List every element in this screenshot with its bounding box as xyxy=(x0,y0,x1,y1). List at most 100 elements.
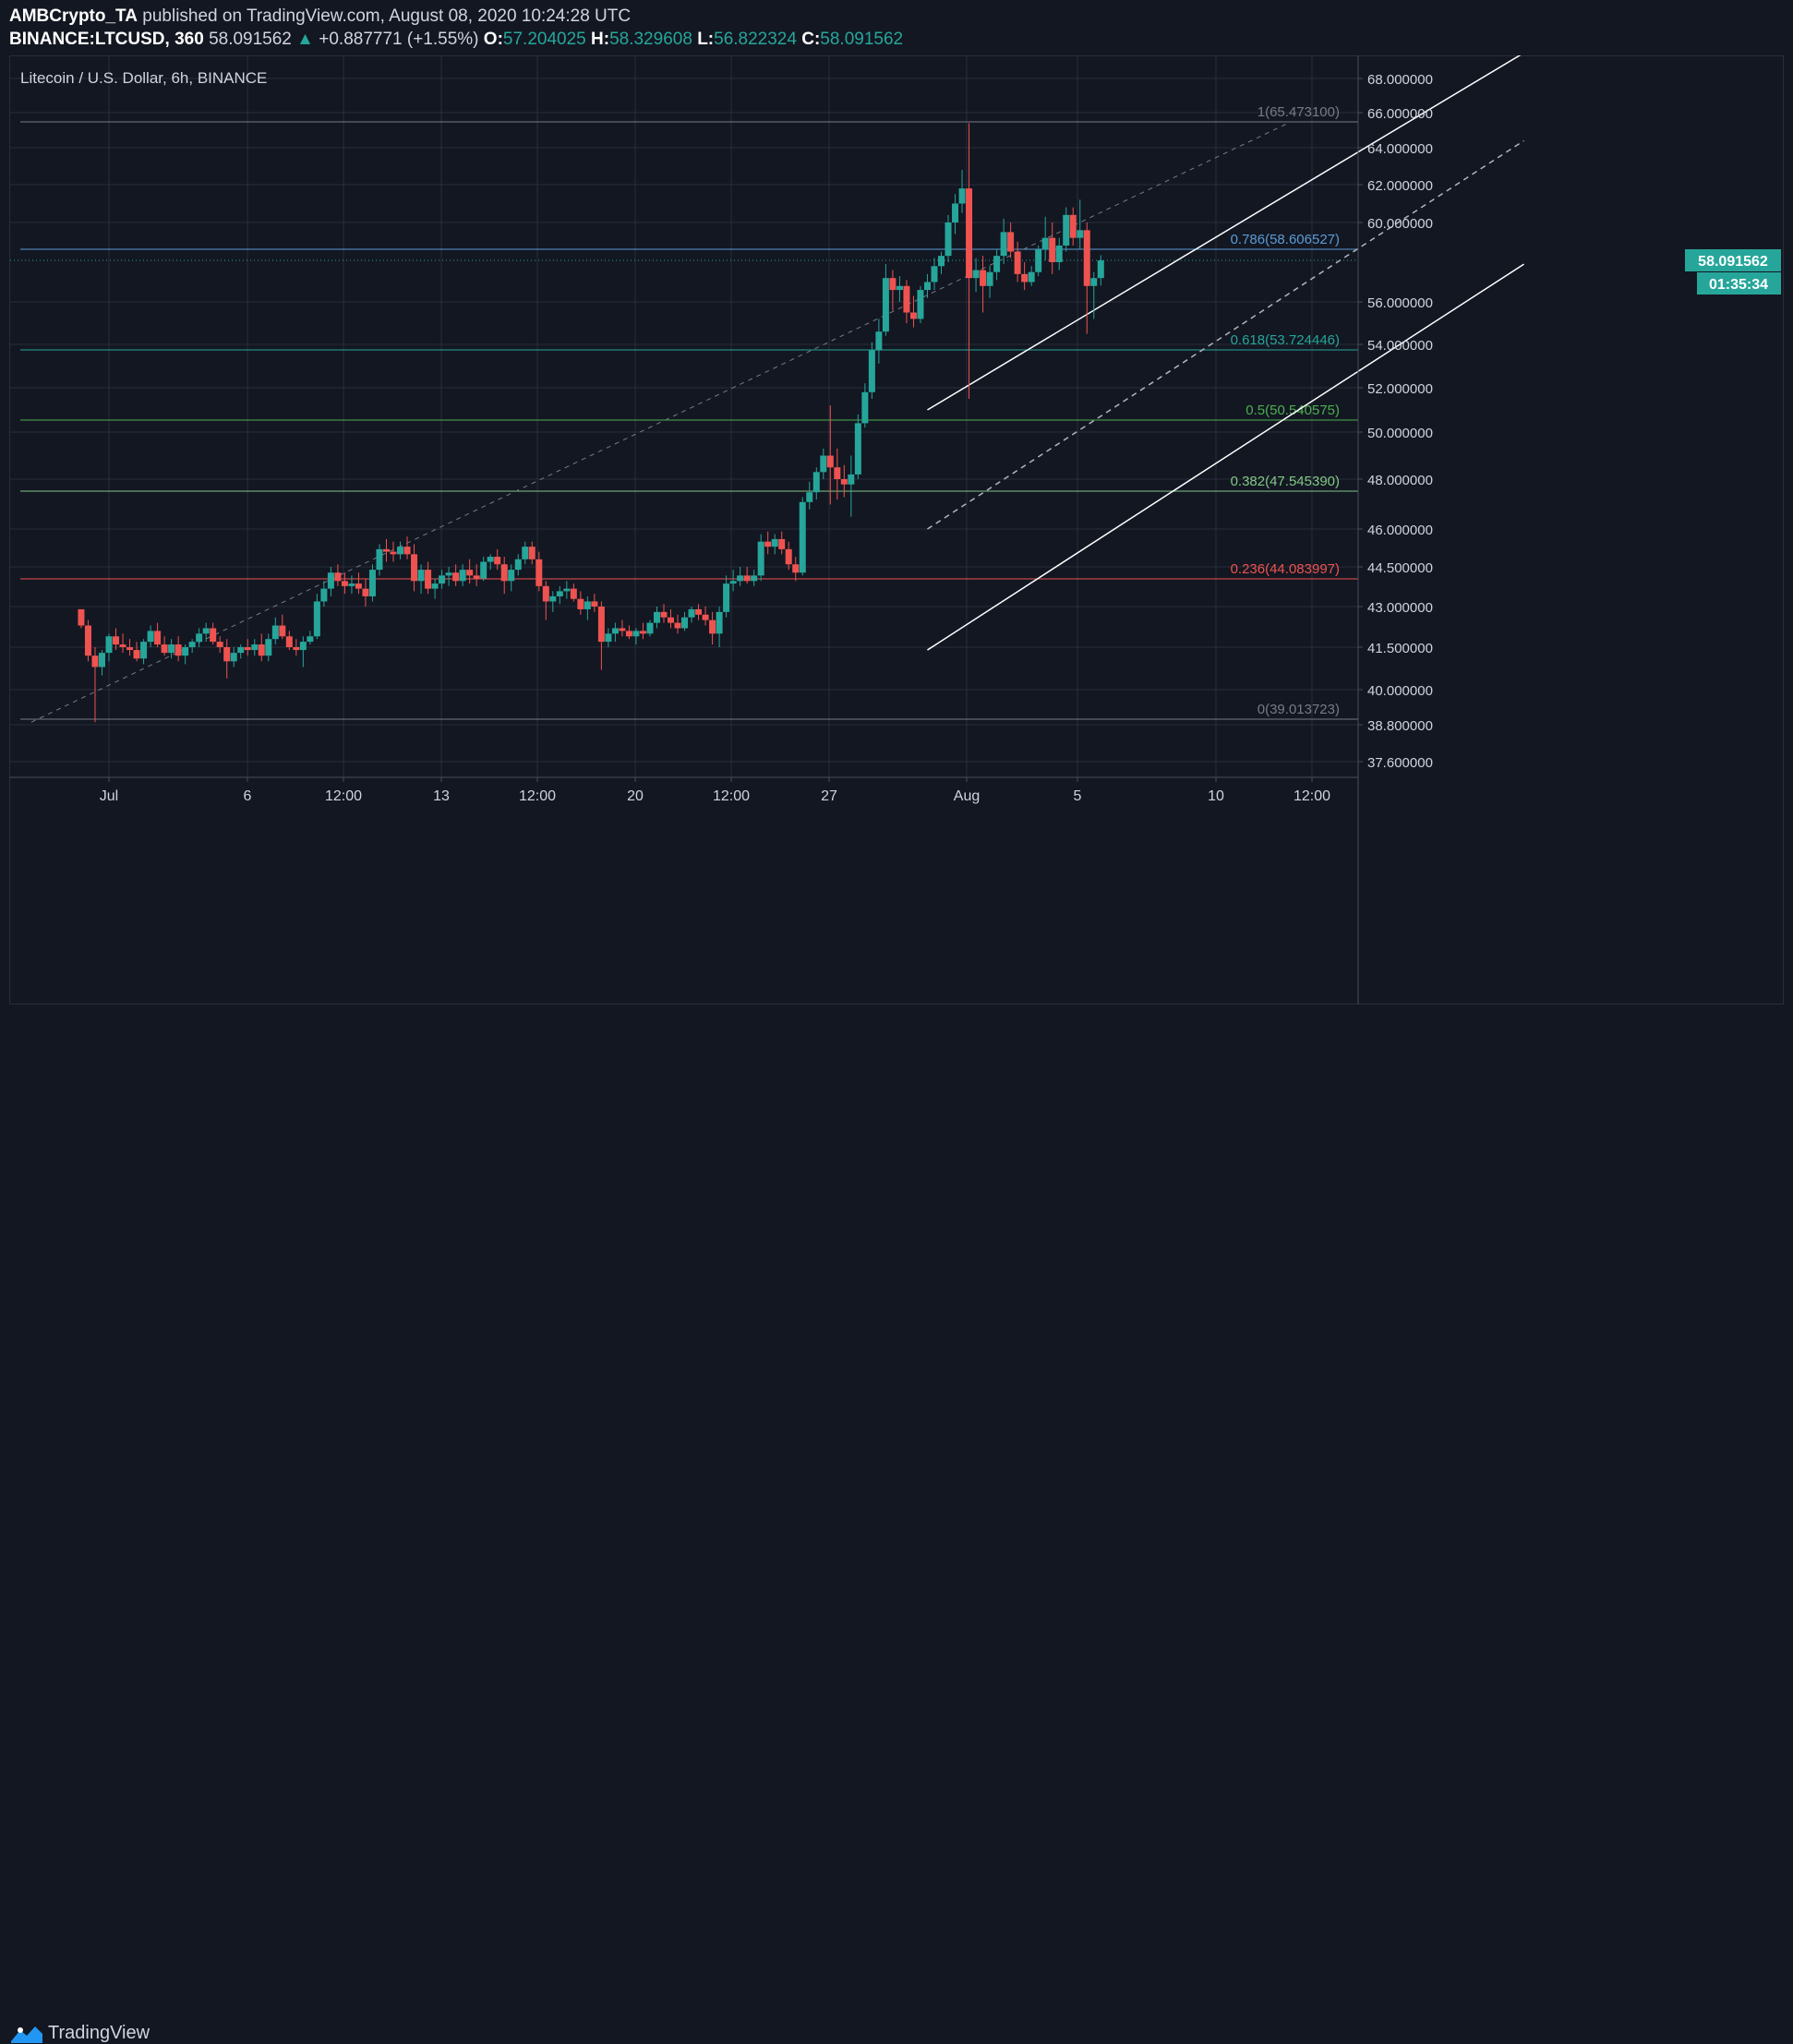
fib-retracement[interactable]: 1(65.473100) 0.786(58.606527) 0.618(53.724… xyxy=(10,104,1358,720)
candle xyxy=(1007,222,1015,259)
candle xyxy=(840,464,848,498)
candle-body xyxy=(688,608,695,618)
candle xyxy=(126,639,134,656)
parallel-channel[interactable] xyxy=(30,52,1524,723)
candle xyxy=(1028,266,1035,286)
candle-body xyxy=(806,492,813,502)
candle xyxy=(133,642,140,662)
candle-body xyxy=(341,581,348,586)
candle xyxy=(265,633,272,662)
candle xyxy=(688,607,695,623)
footer: TradingView xyxy=(0,1004,1793,2043)
candle xyxy=(556,585,563,605)
candle-body xyxy=(945,222,952,257)
time-tick-label: 12:00 xyxy=(519,788,556,804)
candle-body xyxy=(425,570,432,589)
candle-body xyxy=(834,467,841,479)
candle-body xyxy=(896,285,903,291)
candle xyxy=(508,564,515,592)
candle xyxy=(279,614,286,640)
candle-body xyxy=(909,312,917,319)
candle xyxy=(293,639,300,656)
price-tick-label: 46.000000 xyxy=(1367,523,1433,538)
channel-lower-line[interactable] xyxy=(927,263,1524,651)
publish-header: AMBCrypto_TA published on TradingView.co… xyxy=(0,0,1793,55)
candle xyxy=(917,285,924,323)
candle-body xyxy=(1000,232,1007,257)
candle xyxy=(660,604,668,623)
channel-extension-line[interactable] xyxy=(30,122,1289,723)
candle xyxy=(695,604,703,620)
channel-upper-line[interactable] xyxy=(927,52,1524,411)
price-chart[interactable]: 1(65.473100) 0.786(58.606527) 0.618(53.724… xyxy=(9,52,1784,1004)
price-tick-label: 44.500000 xyxy=(1367,560,1433,576)
time-axis[interactable]: Jul 6 12:00 13 12:00 20 12:00 27 Aug 5 10 12:00 xyxy=(9,776,1358,804)
candle xyxy=(313,594,320,640)
candle xyxy=(91,647,99,723)
candle xyxy=(764,531,772,555)
candle-body xyxy=(938,256,945,267)
candle xyxy=(597,601,605,670)
last-price: 58.091562 xyxy=(209,30,292,49)
candle-body xyxy=(653,611,660,623)
candle xyxy=(397,541,404,559)
candle xyxy=(986,266,993,298)
candle xyxy=(785,541,792,571)
candle xyxy=(348,575,355,595)
candle-body xyxy=(403,547,411,555)
candle-body xyxy=(674,622,681,629)
price-axis[interactable]: 68.000000 66.000000 64.000000 62.000000 60.0… xyxy=(1357,55,1433,1004)
candle xyxy=(806,481,813,510)
candle xyxy=(605,628,612,647)
candle xyxy=(411,544,418,592)
candle-body xyxy=(466,570,474,576)
author-name[interactable]: AMBCrypto_TA xyxy=(9,6,138,26)
candle-body xyxy=(605,633,612,643)
candle-body xyxy=(799,501,806,573)
candle xyxy=(653,607,660,629)
candle-body xyxy=(417,570,425,582)
countdown-label: 01:35:34 xyxy=(1709,277,1768,293)
channel-mid-line[interactable] xyxy=(927,139,1524,530)
candle xyxy=(980,256,987,313)
candle xyxy=(299,636,307,667)
candle-body xyxy=(1021,273,1029,283)
tradingview-logo[interactable]: TradingView xyxy=(11,2023,150,2044)
candle-body xyxy=(952,203,959,222)
candle-body xyxy=(681,617,689,629)
candle-body xyxy=(84,625,91,656)
low-key: L: xyxy=(697,30,715,49)
time-tick-label: 27 xyxy=(821,788,837,804)
candle-body xyxy=(751,575,758,582)
candle-body xyxy=(487,557,494,562)
candle-body xyxy=(1063,214,1070,246)
last-price-tag: 58.091562 01:35:34 xyxy=(1685,249,1781,295)
candle-body xyxy=(216,642,223,647)
price-tick-label: 68.000000 xyxy=(1367,72,1433,88)
candle-body xyxy=(716,611,723,634)
candle-body xyxy=(820,455,827,473)
candle-body xyxy=(923,282,931,291)
candle xyxy=(577,591,584,615)
fib-level-label: 0(39.013723) xyxy=(1258,702,1340,717)
candle-body xyxy=(522,547,529,559)
candle-body xyxy=(196,633,203,643)
candle-body xyxy=(771,538,778,547)
candle xyxy=(368,564,376,602)
candle xyxy=(403,536,411,559)
candle xyxy=(812,467,820,500)
candle-body xyxy=(473,575,480,579)
candle xyxy=(1014,241,1021,283)
candle-body xyxy=(368,570,376,596)
candle xyxy=(431,578,439,599)
candle xyxy=(923,273,931,298)
candle-body xyxy=(868,350,875,392)
candle xyxy=(445,567,452,586)
chart-frame[interactable]: 1(65.473100) 0.786(58.606527) 0.618(53.724… xyxy=(9,52,1784,1004)
candle-body xyxy=(383,548,390,552)
candle-body xyxy=(556,591,563,596)
candle xyxy=(535,551,543,592)
candle xyxy=(1097,255,1104,286)
candle-body xyxy=(1077,230,1084,238)
candle-body xyxy=(639,631,646,634)
